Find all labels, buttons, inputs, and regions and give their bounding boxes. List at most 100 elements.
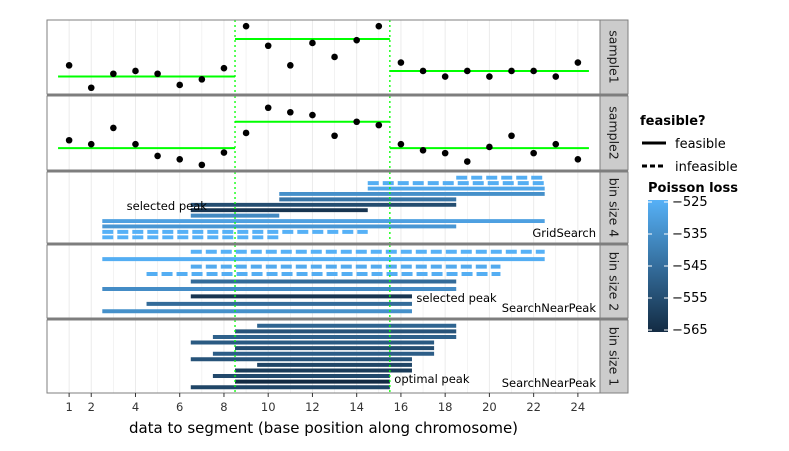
x-tick-label: 22 <box>526 400 541 414</box>
data-point <box>331 132 338 140</box>
data-point <box>87 84 95 92</box>
data-point <box>463 158 471 165</box>
data-point <box>287 62 294 69</box>
annotation-label: selected peak <box>416 291 497 305</box>
data-point <box>154 70 161 78</box>
data-point <box>508 132 515 140</box>
data-point <box>375 121 383 129</box>
panel-sample2: sample2 <box>46 95 629 171</box>
x-tick-label: 12 <box>305 400 320 414</box>
x-axis: 1 2 4 6 8 10 12 14 16 18 20 22 24 <box>65 393 585 414</box>
data-point <box>353 36 360 44</box>
data-point <box>110 70 117 78</box>
data-point <box>552 140 560 148</box>
legend-loss-title: Poisson loss <box>648 181 738 196</box>
data-point <box>198 161 206 169</box>
colorbar-label: −535 <box>672 227 708 242</box>
facet-strip <box>599 95 629 171</box>
x-tick-label: 6 <box>176 400 183 414</box>
algorithm-label: SearchNearPeak <box>502 376 597 390</box>
data-point <box>441 149 449 157</box>
data-point <box>176 81 184 89</box>
data-point <box>132 67 139 75</box>
data-point <box>397 59 405 66</box>
x-tick-label: 10 <box>261 400 276 414</box>
panel-background <box>47 20 600 94</box>
facet-strip-label: sample2 <box>607 106 622 159</box>
facet-strip-label: sample1 <box>607 30 622 83</box>
facet-strip <box>599 319 629 394</box>
data-point <box>242 22 250 30</box>
x-axis-title: data to segment (base position along chr… <box>129 419 518 437</box>
colorbar-label: −565 <box>672 323 708 338</box>
data-point <box>242 129 250 137</box>
x-tick-label: 20 <box>482 400 497 414</box>
data-point <box>486 73 493 80</box>
panel-background <box>47 96 600 170</box>
data-point <box>65 136 73 144</box>
data-point <box>530 67 537 75</box>
x-tick-label: 2 <box>88 400 95 414</box>
facet-strip-label: bin size 4 <box>607 178 622 238</box>
data-point <box>176 155 184 163</box>
annotation-label: optimal peak <box>394 372 470 386</box>
x-tick-label: 1 <box>65 400 72 414</box>
data-point <box>574 155 582 163</box>
data-point <box>264 104 272 112</box>
facet-strip-label: bin size 2 <box>607 252 622 311</box>
legend-poisson-loss: Poisson loss−525 −535 −545 −555 −565 <box>648 181 738 338</box>
x-tick-label: 14 <box>349 400 364 414</box>
panel-sample1: sample1 <box>46 19 629 95</box>
data-point <box>132 140 139 148</box>
data-point <box>309 39 316 47</box>
algorithm-label: SearchNearPeak <box>502 301 597 315</box>
data-point <box>220 149 228 156</box>
x-tick-label: 4 <box>132 400 139 414</box>
data-point <box>353 118 360 126</box>
legend-feasible: feasible? feasible infeasible <box>640 114 738 175</box>
data-point <box>574 59 582 66</box>
data-point <box>419 147 427 154</box>
data-point <box>220 64 228 72</box>
colorbar-label: −525 <box>672 195 708 210</box>
x-tick-label: 24 <box>571 400 586 414</box>
annotation-label: selected peak <box>127 199 208 213</box>
data-point <box>419 67 427 75</box>
panel-bin-size-4: selected peak GridSearch bin size 4 <box>46 171 629 244</box>
data-point <box>154 152 161 160</box>
data-point <box>65 62 73 69</box>
facet-strip <box>599 244 629 319</box>
data-point <box>552 73 560 80</box>
colorbar-label: −545 <box>672 259 708 274</box>
facet-strip <box>599 19 629 95</box>
x-tick-label: 8 <box>220 400 227 414</box>
facet-strip-label: bin size 1 <box>607 327 622 386</box>
panel-bin-size-1: optimal peak SearchNearPeak bin size 1 <box>46 319 629 394</box>
algorithm-label: GridSearch <box>532 226 596 240</box>
facet-strip <box>599 171 629 244</box>
data-point <box>264 42 272 50</box>
x-tick-label: 18 <box>438 400 453 414</box>
data-point <box>463 67 471 75</box>
data-point <box>486 143 493 151</box>
data-point <box>508 67 515 75</box>
data-point <box>287 108 294 116</box>
data-point <box>530 149 537 157</box>
data-point <box>441 73 449 80</box>
panels-layer: sample1 sample2 selected peak GridSearch bin… <box>46 19 629 394</box>
x-tick-label: 16 <box>394 400 409 414</box>
legend-label-infeasible: infeasible <box>675 160 738 175</box>
data-point <box>87 140 95 148</box>
data-point <box>198 76 206 83</box>
colorbar <box>648 200 668 332</box>
legend-feasible-title: feasible? <box>640 114 706 129</box>
legend-label-feasible: feasible <box>675 137 726 152</box>
data-point <box>331 53 338 61</box>
data-point <box>309 111 316 119</box>
panel-bin-size-2: selected peak SearchNearPeak bin size 2 <box>46 244 629 319</box>
colorbar-label: −555 <box>672 291 708 306</box>
data-point <box>375 22 383 30</box>
data-point <box>397 140 405 148</box>
data-point <box>110 124 117 132</box>
